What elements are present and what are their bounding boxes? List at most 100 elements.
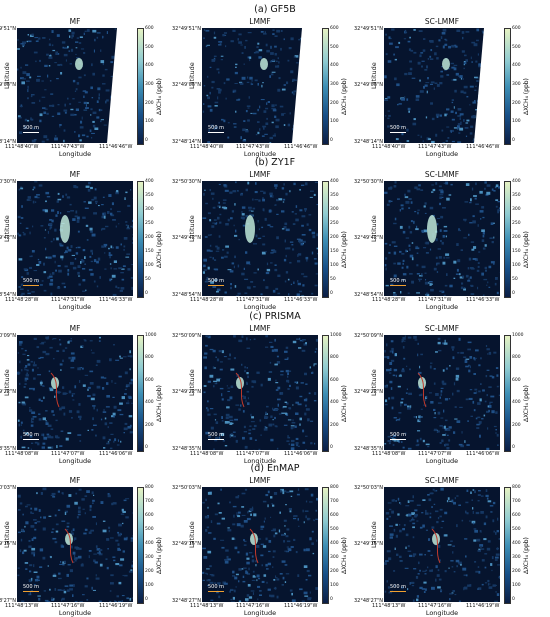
colorbar-tick-label: 200	[145, 235, 154, 240]
colorbar-tick-label: 400	[330, 541, 339, 546]
colorbar-tick-label: 400	[330, 400, 339, 405]
y-axis-label: Latitude	[370, 77, 378, 89]
methane-map-image: 500 m	[384, 335, 500, 450]
colorbar-tick-label: 500	[330, 45, 339, 50]
colorbar-tick-label: 300	[512, 555, 521, 560]
scale-bar-label: 500 m	[390, 584, 406, 590]
colorbar-tick-label: 600	[512, 26, 521, 31]
colorbar-tick-label: 400	[512, 179, 521, 184]
colorbar-tick-label: 0	[330, 597, 333, 602]
colorbar-tick-label: 0	[512, 291, 515, 296]
y-axis-label: Latitude	[188, 230, 196, 242]
colorbar-unit-label: ΔXCH₄ (ppb)	[156, 385, 163, 422]
scale-bar-label: 500 m	[23, 125, 39, 131]
scale-bar-label: 500 m	[208, 432, 224, 438]
colorbar-tick-label: 600	[145, 26, 154, 31]
x-axis-label: Longitude	[17, 303, 133, 311]
methane-map-image: 500 m	[202, 28, 318, 143]
colorbar-tick-label: 0	[145, 597, 148, 602]
colorbar-tick-label: 300	[512, 207, 521, 212]
latitude-tick-label: 32°49'03"N	[172, 82, 201, 88]
no-data-region	[107, 28, 133, 143]
colorbar-tick-label: 400	[145, 541, 154, 546]
colorbar-tick-label: 200	[145, 569, 154, 574]
x-axis-label: Longitude	[202, 303, 318, 311]
colorbar-tick-label: 250	[512, 221, 521, 226]
colorbar-tick-label: 500	[145, 45, 154, 50]
colorbar-tick-label: 400	[145, 63, 154, 68]
colorbar-tick-label: 100	[512, 263, 521, 268]
methane-map-image: 500 m	[17, 181, 133, 296]
scale-bar-label: 500 m	[208, 584, 224, 590]
x-axis-label: Longitude	[17, 609, 133, 617]
colorbar	[137, 487, 144, 604]
colorbar-tick-label: 800	[512, 355, 521, 360]
colorbar-tick-label: 200	[330, 423, 339, 428]
y-axis-label: Latitude	[3, 77, 11, 89]
colorbar	[322, 28, 329, 145]
row-title: (c) PRISMA	[0, 311, 550, 323]
colorbar-tick-label: 50	[512, 277, 518, 282]
latitude-tick-label: 32°49'15"N	[354, 541, 383, 547]
colorbar-tick-label: 200	[330, 235, 339, 240]
y-axis-label: Latitude	[3, 384, 11, 396]
colorbar-tick-label: 700	[330, 499, 339, 504]
panel-title: SC-LMMF	[384, 17, 500, 26]
scale-bar-label: 500 m	[208, 278, 224, 284]
y-axis-label: Latitude	[370, 536, 378, 548]
scale-bar: 500 m	[208, 278, 224, 287]
methane-map-image: 500 m	[17, 487, 133, 602]
y-axis-label: Latitude	[370, 384, 378, 396]
latitude-tick-label: 32°50'09"N	[354, 333, 383, 339]
colorbar-tick-label: 300	[330, 82, 339, 87]
colorbar-tick-label: 600	[330, 513, 339, 518]
no-data-region	[474, 28, 500, 143]
scale-bar: 500 m	[390, 584, 406, 593]
colorbar	[137, 28, 144, 145]
latitude-tick-label: 32°50'09"N	[0, 333, 16, 339]
colorbar-tick-label: 800	[512, 485, 521, 490]
latitude-tick-label: 32°50'30"N	[0, 179, 16, 185]
latitude-tick-label: 32°49'42"N	[354, 235, 383, 241]
colorbar-tick-label: 500	[145, 527, 154, 532]
plume	[442, 58, 450, 70]
latitude-tick-label: 32°50'09"N	[172, 333, 201, 339]
colorbar-tick-label: 50	[330, 277, 336, 282]
scale-bar: 500 m	[390, 278, 406, 287]
colorbar-tick-label: 150	[145, 249, 154, 254]
colorbar-tick-label: 50	[145, 277, 151, 282]
methane-map-image: 500 m	[202, 487, 318, 602]
colorbar-tick-label: 300	[145, 555, 154, 560]
panel-title: LMMF	[202, 17, 318, 26]
scale-bar: 500 m	[390, 432, 406, 441]
colorbar-tick-label: 300	[145, 82, 154, 87]
colorbar-tick-label: 200	[330, 101, 339, 106]
latitude-tick-label: 32°49'15"N	[172, 541, 201, 547]
colorbar-tick-label: 100	[512, 583, 521, 588]
colorbar-tick-label: 350	[330, 193, 339, 198]
colorbar-unit-label: ΔXCH₄ (ppb)	[341, 537, 348, 574]
latitude-tick-label: 32°49'22"N	[354, 389, 383, 395]
scale-bar-label: 500 m	[390, 125, 406, 131]
colorbar-tick-label: 400	[330, 179, 339, 184]
latitude-tick-label: 32°49'51"N	[172, 26, 201, 32]
panel-title: MF	[17, 476, 133, 485]
colorbar	[504, 181, 511, 298]
colorbar-tick-label: 0	[512, 597, 515, 602]
scale-bar: 500 m	[23, 432, 39, 441]
panel-title: MF	[17, 324, 133, 333]
colorbar-tick-label: 0	[512, 445, 515, 450]
colorbar	[504, 487, 511, 604]
colorbar-unit-label: ΔXCH₄ (ppb)	[341, 78, 348, 115]
scale-bar: 500 m	[208, 432, 224, 441]
colorbar-tick-label: 600	[512, 513, 521, 518]
colorbar	[322, 181, 329, 298]
scale-bar: 500 m	[23, 125, 39, 134]
colorbar-tick-label: 0	[145, 138, 148, 143]
colorbar	[504, 335, 511, 452]
